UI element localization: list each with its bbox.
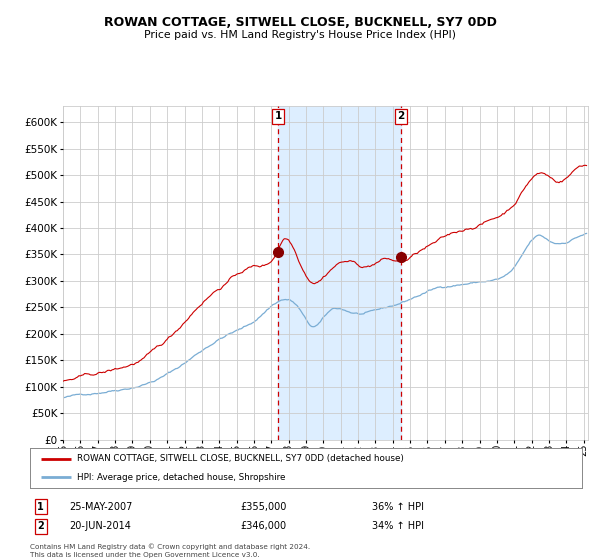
Text: 2: 2: [397, 111, 404, 122]
Text: 1: 1: [274, 111, 282, 122]
Text: 34% ↑ HPI: 34% ↑ HPI: [372, 521, 424, 531]
Text: 25-MAY-2007: 25-MAY-2007: [69, 502, 133, 512]
Text: 36% ↑ HPI: 36% ↑ HPI: [372, 502, 424, 512]
Text: ROWAN COTTAGE, SITWELL CLOSE, BUCKNELL, SY7 0DD: ROWAN COTTAGE, SITWELL CLOSE, BUCKNELL, …: [104, 16, 496, 29]
Text: HPI: Average price, detached house, Shropshire: HPI: Average price, detached house, Shro…: [77, 473, 285, 482]
Text: £346,000: £346,000: [240, 521, 286, 531]
Bar: [278, 106, 401, 440]
Text: £355,000: £355,000: [240, 502, 286, 512]
Text: This data is licensed under the Open Government Licence v3.0.: This data is licensed under the Open Gov…: [30, 552, 260, 558]
Text: 1: 1: [37, 502, 44, 512]
Text: Price paid vs. HM Land Registry's House Price Index (HPI): Price paid vs. HM Land Registry's House …: [144, 30, 456, 40]
Text: 20-JUN-2014: 20-JUN-2014: [69, 521, 131, 531]
Text: Contains HM Land Registry data © Crown copyright and database right 2024.: Contains HM Land Registry data © Crown c…: [30, 543, 310, 550]
Text: 2: 2: [37, 521, 44, 531]
Text: ROWAN COTTAGE, SITWELL CLOSE, BUCKNELL, SY7 0DD (detached house): ROWAN COTTAGE, SITWELL CLOSE, BUCKNELL, …: [77, 454, 404, 463]
